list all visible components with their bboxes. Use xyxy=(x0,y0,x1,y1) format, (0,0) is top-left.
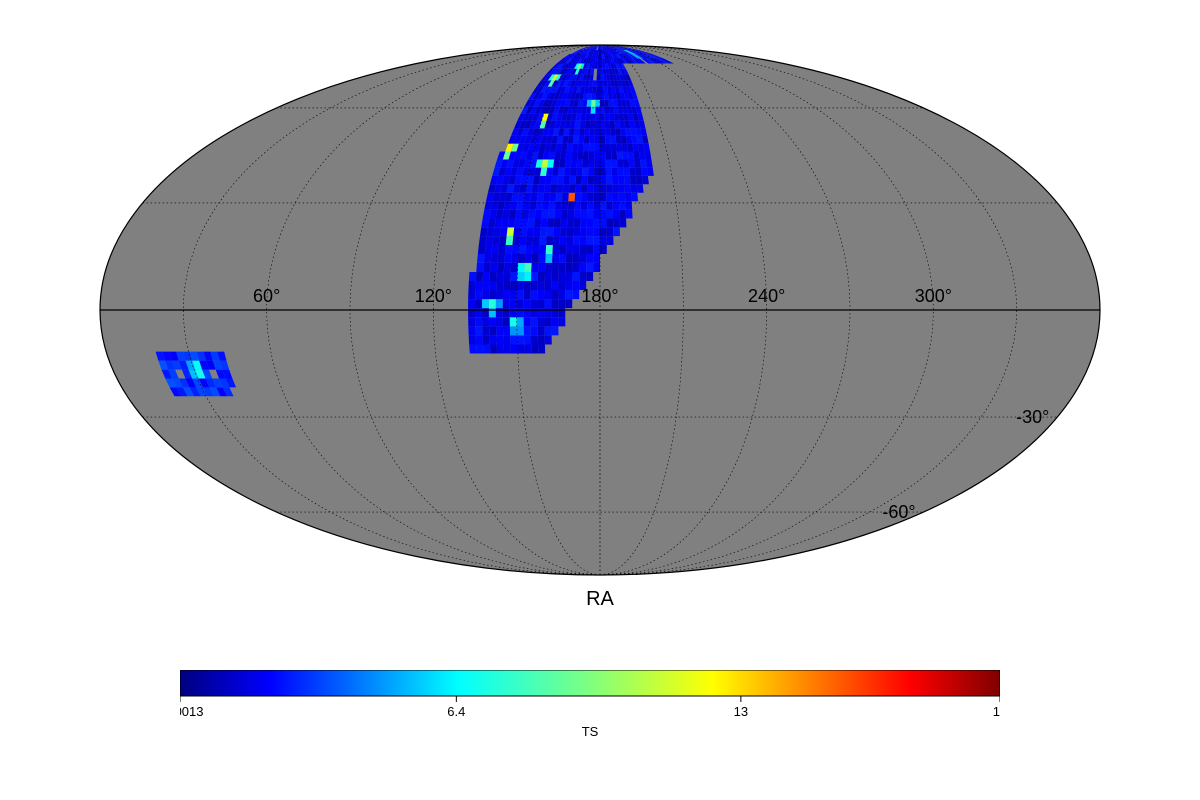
colorbar: 0.00013 6.4 13 19 TS xyxy=(180,670,1000,770)
ra-tick-label: 120° xyxy=(415,286,452,306)
ra-tick-label: 300° xyxy=(915,286,952,306)
ra-tick-label: 180° xyxy=(581,286,618,306)
ra-tick-label: 240° xyxy=(748,286,785,306)
x-axis-label: RA xyxy=(586,588,614,610)
skymap-chart: 300° 240° 180° 120° 60° -30° -60° RA Dec xyxy=(60,10,1140,610)
dec-tick-label: -60° xyxy=(882,502,915,522)
colorbar-rect xyxy=(180,670,1000,696)
dec-tick-label: -30° xyxy=(1016,407,1049,427)
colorbar-tick-label: 13 xyxy=(734,704,748,719)
colorbar-tick-label: 6.4 xyxy=(447,704,465,719)
colorbar-label: TS xyxy=(582,724,599,739)
y-axis-label: Dec xyxy=(60,292,63,328)
colorbar-tick-label: 0.00013 xyxy=(180,704,204,719)
ra-tick-label: 60° xyxy=(253,286,280,306)
colorbar-tick-label: 19 xyxy=(993,704,1000,719)
